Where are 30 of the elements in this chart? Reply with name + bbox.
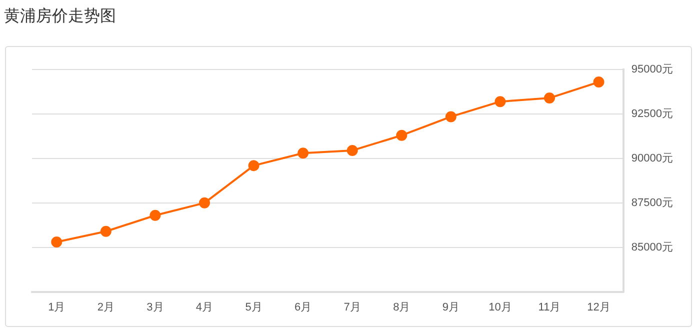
x-tick-label: 6月 — [294, 301, 312, 314]
y-tick-label: 87500元 — [631, 196, 674, 209]
x-tick-label: 11月 — [538, 301, 561, 314]
point — [248, 160, 260, 172]
chart-title: 黄浦房价走势图 — [4, 6, 116, 27]
x-tick-label: 4月 — [196, 301, 214, 314]
x-tick-label: 3月 — [146, 301, 164, 314]
x-tick-label: 10月 — [488, 301, 512, 314]
x-tick-label: 1月 — [48, 301, 66, 314]
y-tick-label: 92500元 — [631, 108, 674, 120]
point — [298, 148, 309, 159]
point — [346, 144, 358, 156]
x-tick-label: 2月 — [97, 301, 114, 314]
point — [445, 111, 456, 122]
x-tick-label: 5月 — [245, 301, 262, 314]
y-tick-label: 85000元 — [631, 241, 674, 254]
x-tick-label: 12月 — [587, 301, 610, 314]
x-tick-label: 8月 — [393, 301, 410, 314]
x-tick-label: 9月 — [442, 301, 460, 314]
y-tick-label: 90000元 — [631, 152, 674, 165]
point — [544, 92, 555, 104]
point — [100, 226, 112, 237]
point — [396, 130, 408, 141]
x-tick-label: 7月 — [344, 301, 361, 314]
point — [593, 76, 604, 88]
point — [494, 96, 506, 108]
point — [198, 197, 210, 208]
point — [150, 210, 161, 221]
point — [51, 236, 62, 248]
y-tick-label: 95000元 — [631, 64, 674, 76]
